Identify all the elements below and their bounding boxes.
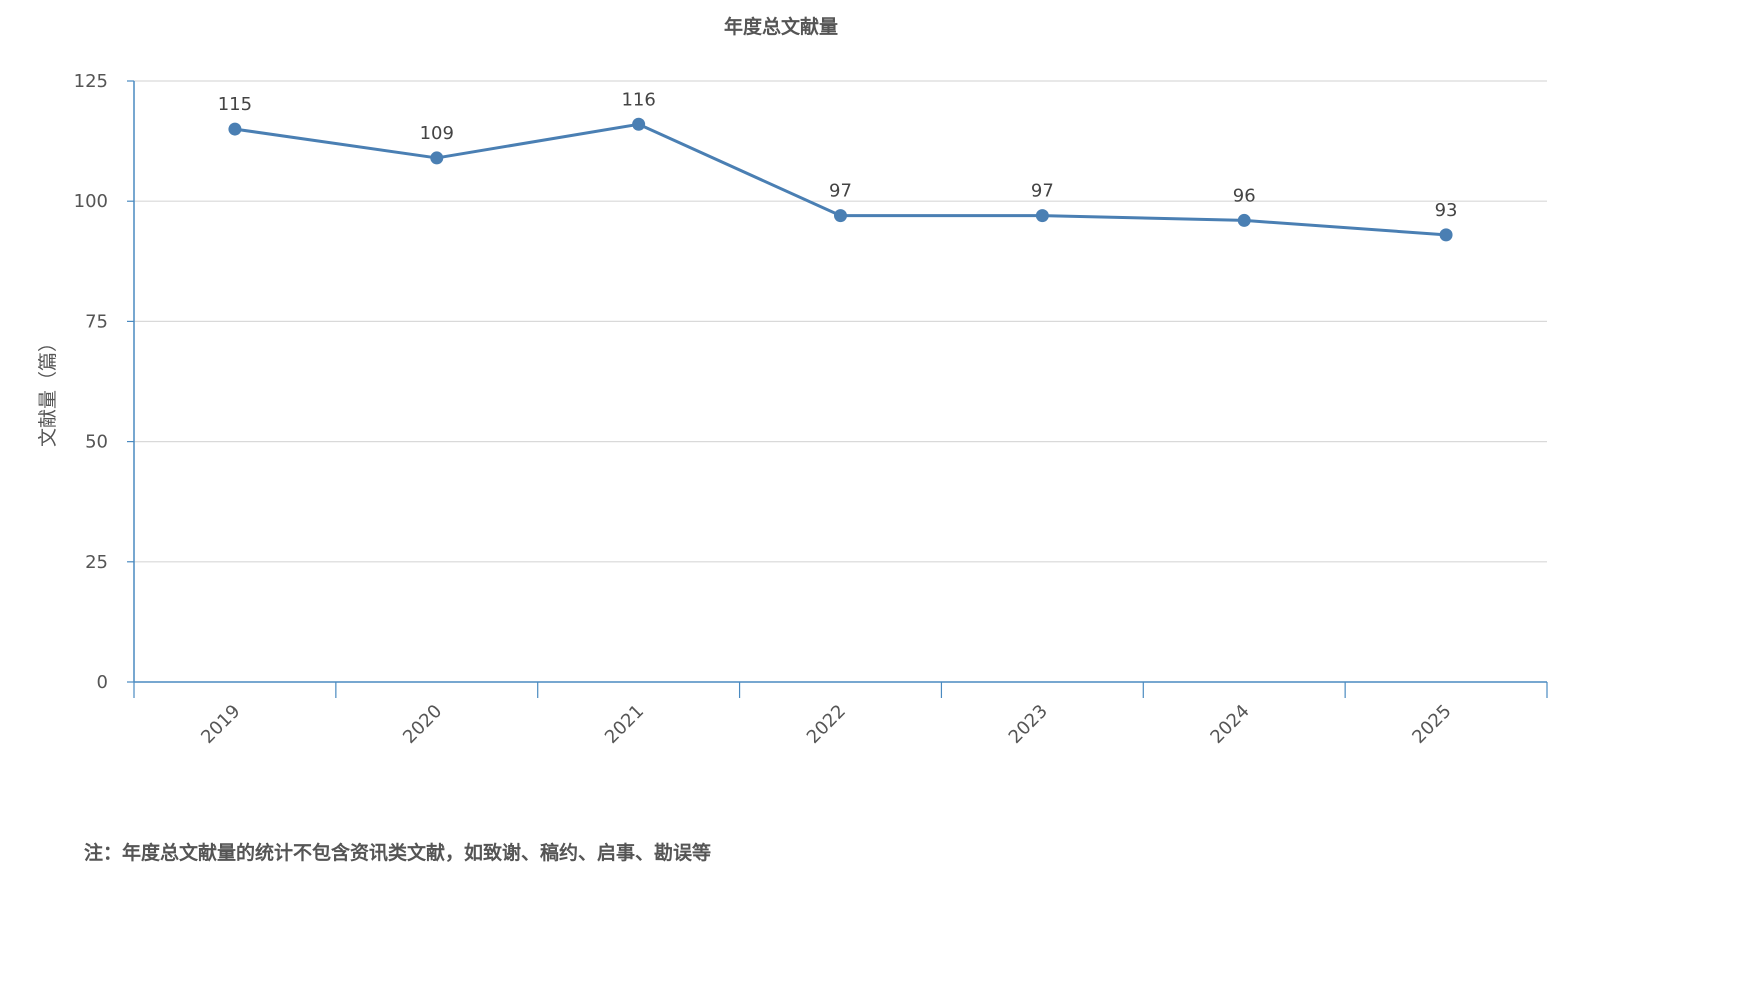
data-point[interactable]: [1035, 209, 1049, 223]
data-label: 109: [420, 123, 454, 144]
footnote: 注：年度总文献量的统计不包含资讯类文献，如致谢、稿约、启事、勘误等: [84, 842, 712, 864]
x-tick-label: 2024: [1207, 701, 1254, 748]
data-point[interactable]: [632, 117, 646, 131]
data-label: 115: [218, 94, 252, 115]
chart-title: 年度总文献量: [723, 16, 838, 38]
y-tick-label: 50: [85, 432, 108, 453]
y-tick-label: 25: [85, 552, 108, 573]
data-label: 96: [1233, 185, 1256, 206]
data-label: 93: [1435, 200, 1458, 221]
x-tick-label: 2019: [197, 701, 244, 748]
data-point[interactable]: [1439, 228, 1453, 242]
y-tick-label: 100: [74, 191, 108, 212]
data-point[interactable]: [1237, 213, 1251, 227]
data-point[interactable]: [430, 151, 444, 165]
data-label: 97: [829, 181, 852, 202]
data-points: [228, 117, 1453, 242]
y-tick-label: 125: [74, 71, 108, 92]
x-tick-label: 2023: [1005, 701, 1052, 748]
axes: 0 25 50 75 100 125 2019 2020 2021 2022 2023 2024 202…: [74, 71, 1548, 748]
data-label: 97: [1031, 181, 1054, 202]
x-tick-label: 2025: [1408, 701, 1455, 748]
y-axis-title: 文献量（篇）: [37, 333, 59, 447]
data-labels: 115 109 116 97 97 96 93: [218, 89, 1458, 221]
grid-lines: [134, 80, 1547, 563]
y-tick-label: 75: [85, 311, 108, 332]
data-point[interactable]: [228, 122, 242, 136]
data-label: 116: [621, 89, 655, 110]
x-tick-label: 2020: [399, 701, 446, 748]
x-tick-label: 2021: [601, 701, 648, 748]
data-point[interactable]: [834, 209, 847, 223]
y-tick-label: 0: [97, 672, 108, 693]
x-tick-label: 2022: [803, 701, 850, 748]
